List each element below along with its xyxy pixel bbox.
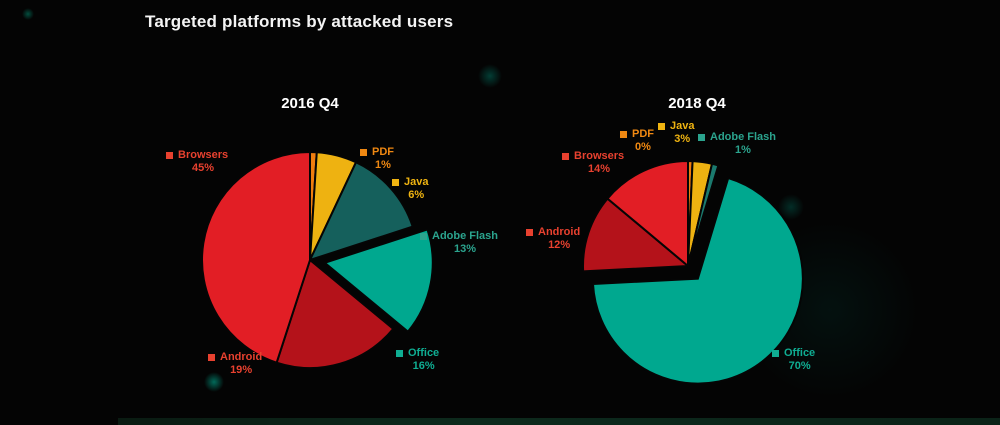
legend-2016-browsers: Browsers 45 <box>166 149 228 175</box>
pdf-swatch-icon <box>360 149 367 156</box>
browsers-swatch-icon <box>166 152 173 159</box>
pie-slice-adobe-flash <box>308 160 414 262</box>
pie-slice-android <box>582 197 691 273</box>
chart-title-2016-q4: 2016 Q4 <box>281 95 339 112</box>
java-swatch-icon <box>392 179 399 186</box>
legend-2018-java: Java 3 <box>658 120 694 146</box>
adobe-flash-swatch-icon <box>420 233 427 240</box>
browsers-swatch-icon <box>562 153 569 160</box>
legend-2016-java: Java 6 <box>392 176 428 202</box>
pdf-swatch-icon <box>620 131 627 138</box>
legend-2016-adobe-flash: Adobe Flash 13 <box>420 230 498 256</box>
android-swatch-icon <box>208 354 215 361</box>
pie-slice-android <box>275 258 395 369</box>
legend-2018-pdf: PDF 0 <box>620 128 654 154</box>
pie-slice-browsers <box>201 150 311 364</box>
legend-2016-office: Office 16 <box>396 347 439 373</box>
legend-2018-office: Office 70 <box>772 347 815 373</box>
legend-2018-adobe-flash: Adobe Flash 1 <box>698 131 776 157</box>
office-swatch-icon <box>396 350 403 357</box>
legend-2018-android: Android 12 <box>526 226 580 252</box>
page-title: Targeted platforms by attacked users <box>145 12 454 31</box>
bottom-accent-bar <box>118 418 1000 425</box>
teal-glow-dot <box>478 64 502 88</box>
chart-title-2018-q4: 2018 Q4 <box>668 95 726 112</box>
teal-glow-dot <box>22 8 34 20</box>
adobe-flash-swatch-icon <box>698 134 705 141</box>
pie-chart-2016-q4 <box>201 150 434 369</box>
pie-chart-2018-q4 <box>582 159 804 385</box>
office-swatch-icon <box>772 350 779 357</box>
android-swatch-icon <box>526 229 533 236</box>
legend-2016-pdf: PDF 1 <box>360 146 394 172</box>
pie-slice-office <box>322 228 434 334</box>
pie-slice-adobe-flash <box>687 162 720 267</box>
legend-2018-browsers: Browsers 14 <box>562 150 624 176</box>
legend-2016-android: Android 19 <box>208 351 262 377</box>
java-swatch-icon <box>658 123 665 130</box>
pie-slice-browsers <box>606 159 689 269</box>
pie-slice-office <box>591 176 804 385</box>
